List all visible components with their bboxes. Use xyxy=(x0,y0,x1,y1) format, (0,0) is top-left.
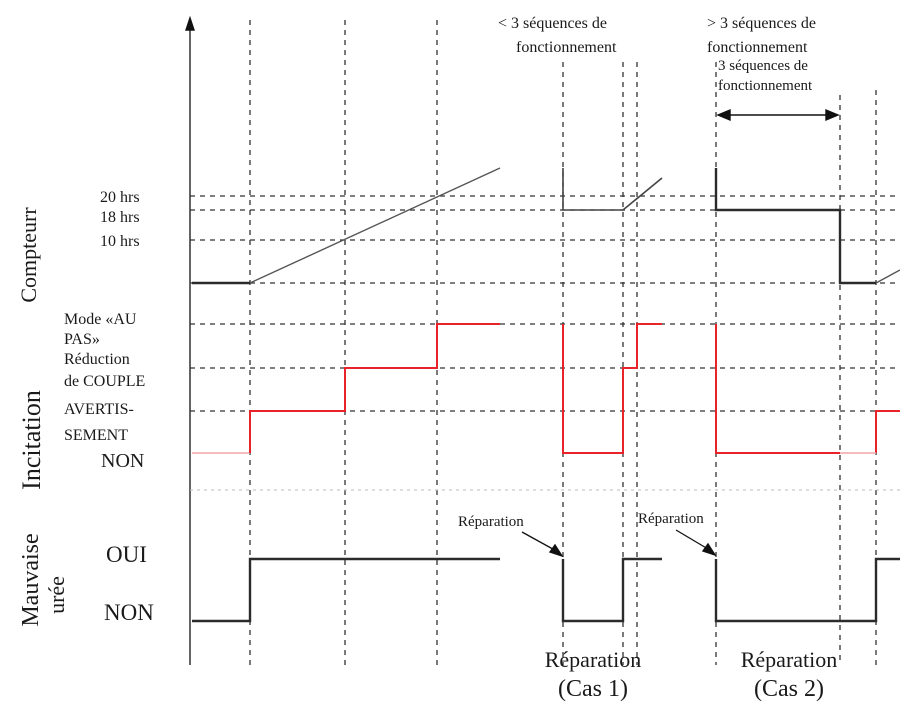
arrow-head-icon xyxy=(548,543,564,558)
overlap-sequences-line1: 3 séquences de xyxy=(718,58,808,74)
counter-level-18: 18 hrs xyxy=(100,209,140,226)
case1-title: Réparation xyxy=(545,647,642,672)
incitation-level-warning-line1: AVERTIS- xyxy=(64,401,134,418)
incitation-level-warning-line2: SEMENT xyxy=(64,427,128,444)
less-than-3-sequences-line2: fonctionnement xyxy=(516,39,617,56)
bad-urea-yes: OUI xyxy=(106,542,147,567)
incitation-level-torque-line1: Réduction xyxy=(64,351,130,368)
counter-level-10: 10 hrs xyxy=(100,233,140,250)
repair-label-1: Réparation xyxy=(458,514,524,530)
incitation-level-stop-line1: Mode «AU xyxy=(64,311,137,328)
incitation-level-torque-line2: de COUPLE xyxy=(64,373,145,390)
incitation-level-off: NON xyxy=(101,450,144,472)
arrow-left-icon xyxy=(716,108,731,122)
bad-urea-no: NON xyxy=(104,600,154,625)
case2-title: Réparation xyxy=(741,647,838,672)
case1-subtitle: (Cas 1) xyxy=(558,676,628,702)
incitation-row-label: Incitation xyxy=(17,390,46,490)
less-than-3-sequences-line1: < 3 séquences de xyxy=(498,15,607,32)
arrow-head-icon xyxy=(701,542,717,557)
bad-urea-row-label-line2: urée xyxy=(44,576,69,614)
repair-arrow-1 xyxy=(521,531,564,558)
repair-arrow-2 xyxy=(675,529,717,557)
axis-arrow-icon xyxy=(185,15,195,31)
overlap-sequences-line2: fonctionnement xyxy=(718,78,813,94)
counter-row-label: Compteurr xyxy=(16,207,41,303)
duration-arrow xyxy=(716,108,840,122)
incitation-signal xyxy=(192,323,900,454)
case2-subtitle: (Cas 2) xyxy=(754,676,824,702)
counter-level-20: 20 hrs xyxy=(100,189,140,206)
incitation-grid xyxy=(190,323,900,491)
incitation-level-stop-line2: PAS» xyxy=(64,331,100,348)
bad-urea-signal xyxy=(192,557,900,623)
greater-than-3-sequences-line1: > 3 séquences de xyxy=(707,15,816,32)
counter-signal xyxy=(192,167,900,285)
repair-label-2: Réparation xyxy=(638,511,704,527)
arrow-right-icon xyxy=(825,108,840,122)
bad-urea-row-label-line1: Mauvaise xyxy=(18,533,44,626)
greater-than-3-sequences-line2: fonctionnement xyxy=(707,39,808,56)
